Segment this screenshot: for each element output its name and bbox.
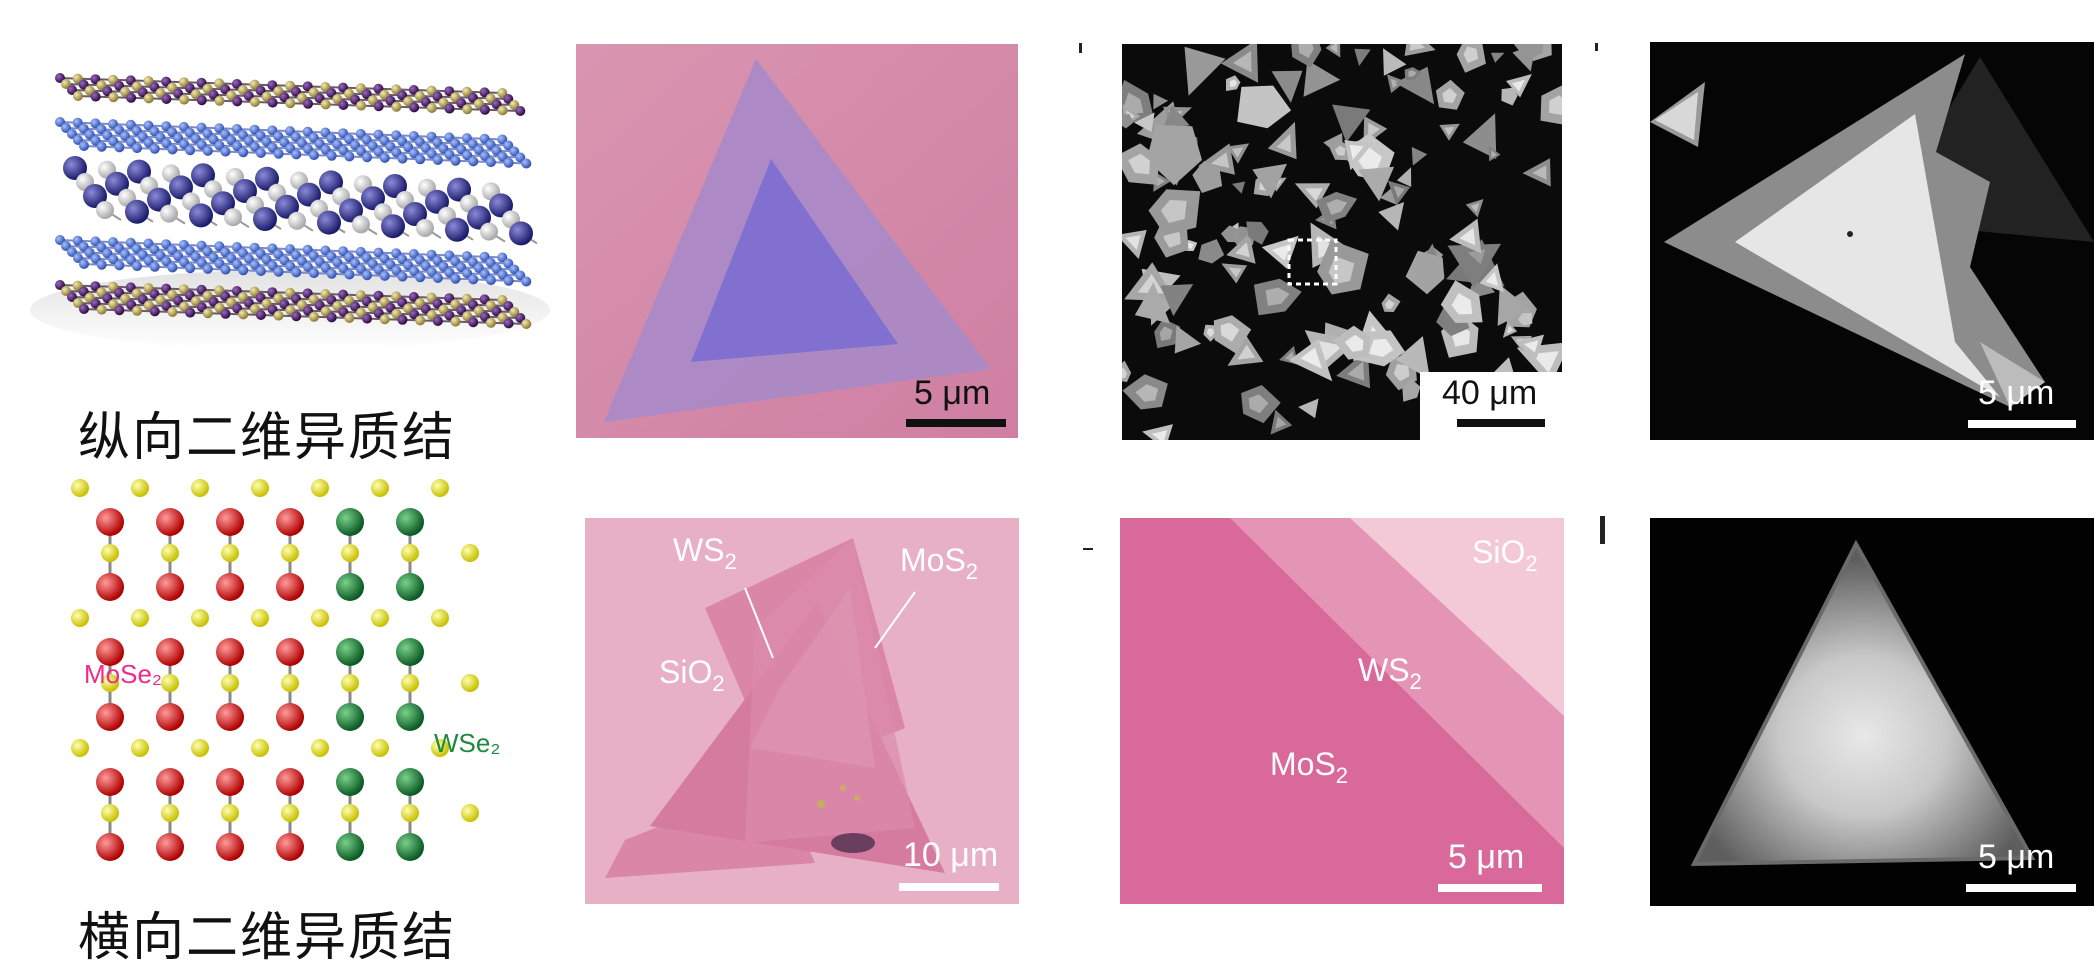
scale-bar-box <box>1420 372 1562 440</box>
scale-bar <box>1966 884 2076 892</box>
lateral-heterostructure-caption: 横向二维异质结 <box>78 908 457 968</box>
scale-bar <box>1968 420 2076 428</box>
sem-overview-image: 40 μm <box>1122 44 1562 440</box>
scale-bar-label: 40 μm <box>1442 374 1538 412</box>
pl-map-image: 5 μm <box>1650 518 2094 906</box>
scale-bar <box>1457 419 1545 427</box>
scale-bar <box>906 419 1006 427</box>
panel-tick <box>1083 548 1093 550</box>
panel-tick <box>1079 43 1082 53</box>
panel-tick <box>1595 43 1598 51</box>
mos2-label: MoS2 <box>1270 746 1349 788</box>
panel-tick <box>1600 516 1605 544</box>
ws2-label: WS2 <box>1358 652 1422 694</box>
scale-bar-label: 5 μm <box>1978 374 2055 412</box>
sio2-label: SiO2 <box>659 654 725 696</box>
optical-edge-image: SiO2 WS2 MoS2 5 μm <box>1120 518 1564 904</box>
scale-bar-label: 5 μm <box>914 374 991 412</box>
wse2-label: WSe₂ <box>434 728 501 758</box>
scale-bar <box>899 883 999 891</box>
optical-image-lateral: WS2 MoS2 SiO2 10 μm <box>585 518 1019 904</box>
scale-bar-label: 5 μm <box>1978 838 2055 876</box>
ws2-label: WS2 <box>673 532 737 574</box>
vertical-heterostructure-model <box>20 40 550 360</box>
sio2-label: SiO2 <box>1472 534 1538 576</box>
scale-bar-label: 10 μm <box>903 836 999 874</box>
mose2-label: MoSe₂ <box>84 659 163 689</box>
sem-zoom-image: 5 μm <box>1650 42 2094 440</box>
scale-bar-label: 5 μm <box>1448 838 1525 876</box>
optical-image-vertical: 5 μm <box>576 44 1018 438</box>
mos2-label: MoS2 <box>900 542 979 584</box>
scale-bar <box>1438 884 1542 892</box>
pointer-lines <box>744 587 916 659</box>
vertical-heterostructure-caption: 纵向二维异质结 <box>78 408 457 468</box>
lateral-lattice-model <box>70 470 550 890</box>
